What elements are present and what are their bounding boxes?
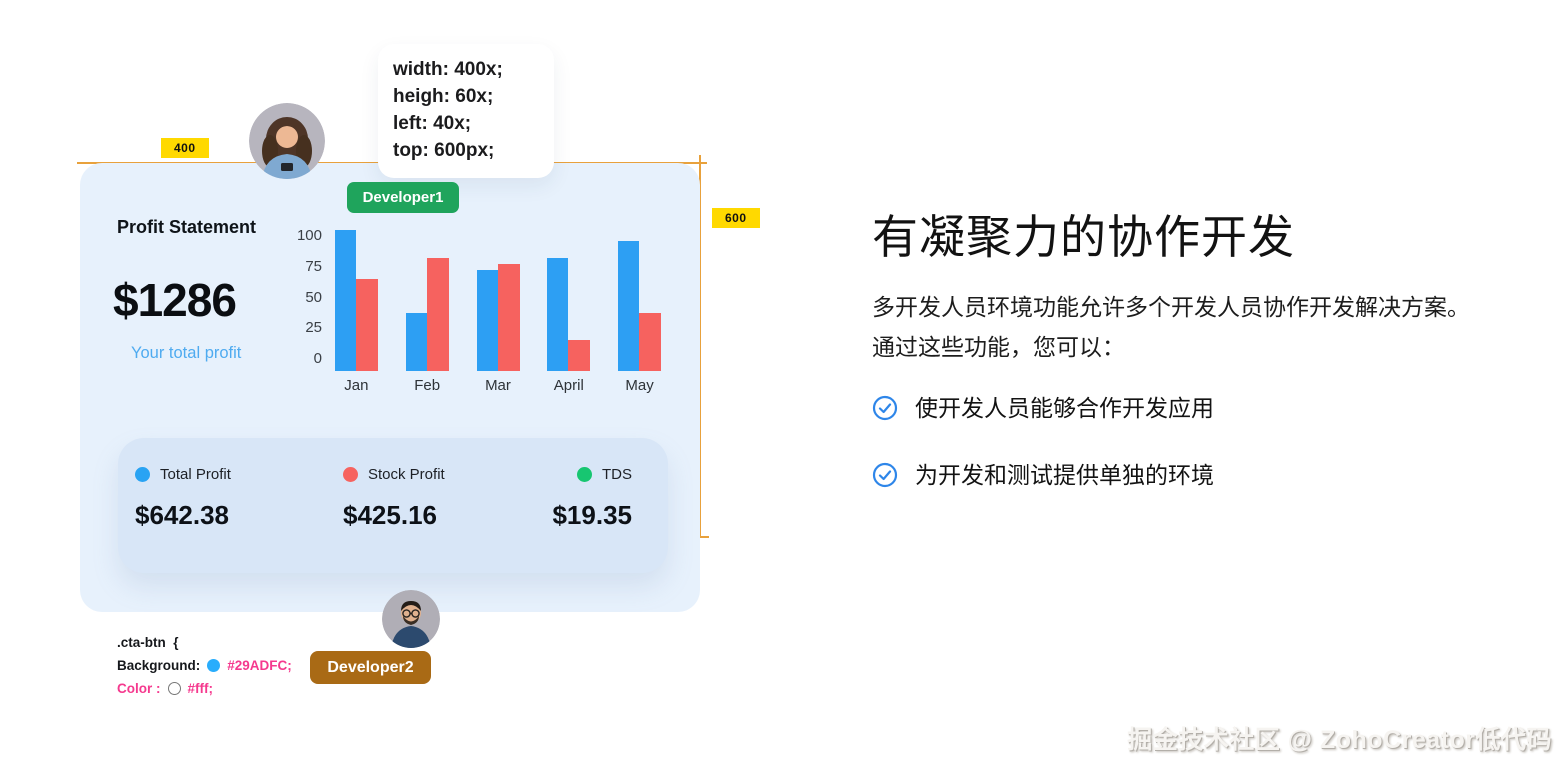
tds-dot-icon — [577, 467, 592, 482]
vertical-guide-line — [699, 155, 701, 538]
total-profit-dot-icon — [135, 467, 150, 482]
bar-group-feb — [405, 258, 449, 371]
bar-total-profit-april — [547, 258, 569, 371]
total-profit-amount: $1286 — [113, 274, 237, 326]
bar-total-profit-mar — [476, 270, 498, 371]
bar-stock-profit-feb — [426, 258, 449, 371]
bullet-text: 为开发和测试提供单独的环境 — [915, 462, 1214, 488]
summary-value: $19.35 — [552, 500, 632, 530]
man-avatar-illustration — [382, 590, 440, 648]
code-line: heigh: 60x; — [393, 86, 494, 107]
bar-total-profit-feb — [405, 313, 427, 371]
width-measure-badge: 400 — [161, 138, 209, 158]
y-tick: 50 — [305, 288, 322, 306]
cta-btn-css-snippet: .cta-btn { Background: #29ADFC; Color : … — [117, 635, 292, 704]
bar-total-profit-may — [618, 241, 639, 371]
background-color-swatch-icon — [207, 659, 221, 672]
bullet-text: 使开发人员能够合作开发应用 — [915, 395, 1214, 421]
bar-stock-profit-mar — [497, 264, 520, 371]
developer1-avatar — [249, 103, 325, 179]
developer1-badge[interactable]: Developer1 — [347, 182, 459, 213]
text-color-swatch-icon — [167, 682, 181, 695]
check-circle-icon — [872, 395, 898, 421]
profit-dashboard-card: Profit Statement $1286 Your total profit… — [80, 163, 700, 612]
watermark: 掘金技术社区 @ ZohoCreator低代码 — [1127, 726, 1552, 754]
y-tick: 25 — [305, 319, 322, 337]
summary-total-profit: Total Profit $642.38 — [135, 466, 231, 531]
bar-stock-profit-april — [568, 340, 591, 371]
summary-value: $425.16 — [343, 500, 437, 530]
check-circle-icon — [872, 462, 898, 488]
feature-paragraph: 多开发人员环境功能允许多个开发人员协作开发解决方案。通过这些功能，您可以： — [872, 294, 1470, 360]
y-tick: 75 — [305, 257, 322, 275]
feature-heading: 有凝聚力的协作开发 — [872, 211, 1295, 263]
code-line: width: 400x; — [393, 59, 503, 80]
css-tooltip-code: width: 400x; heigh: 60x; left: 40x; top:… — [393, 56, 503, 164]
profit-bar-chart — [80, 163, 700, 371]
bar-group-april — [547, 258, 591, 371]
x-tick: Feb — [414, 377, 441, 394]
total-profit-caption: Your total profit — [131, 344, 242, 362]
bar-group-mar — [476, 264, 520, 371]
x-tick: May — [625, 377, 654, 394]
css-selector: .cta-btn { — [117, 635, 179, 650]
bar-group-may — [618, 241, 661, 371]
dashboard-title: Profit Statement — [117, 217, 257, 237]
chart-x-axis: Jan Feb Mar April May — [321, 377, 675, 394]
summary-label: TDS — [602, 466, 632, 483]
y-tick: 0 — [313, 350, 322, 367]
x-tick: April — [553, 377, 584, 394]
y-tick: 100 — [296, 227, 322, 244]
code-line: top: 600px; — [393, 140, 495, 161]
bar-group-jan — [335, 230, 378, 371]
height-measure-badge: 600 — [712, 208, 760, 228]
summary-value: $642.38 — [135, 500, 229, 530]
stock-profit-dot-icon — [343, 467, 358, 482]
guide-end-tick — [692, 536, 709, 538]
feature-bullet: 为开发和测试提供单独的环境 — [872, 461, 1214, 489]
code-line: left: 40x; — [393, 113, 472, 134]
bar-total-profit-jan — [335, 230, 356, 371]
css-prop-value: #fff; — [187, 681, 214, 696]
profit-summary-card: Total Profit $642.38 Stock Profit $425.1… — [118, 438, 668, 573]
developer2-avatar — [382, 590, 440, 648]
summary-label: Total Profit — [160, 466, 231, 483]
summary-tds: TDS $19.35 — [552, 466, 632, 531]
summary-label: Stock Profit — [368, 466, 445, 483]
css-prop-value: #29ADFC; — [227, 658, 292, 673]
css-prop-name: Color : — [117, 681, 161, 696]
feature-bullet: 使开发人员能够合作开发应用 — [872, 394, 1214, 422]
bar-stock-profit-jan — [356, 279, 378, 371]
woman-avatar-illustration — [249, 103, 325, 179]
bar-stock-profit-may — [639, 313, 661, 371]
x-tick: Jan — [344, 377, 369, 394]
css-tooltip-bubble — [378, 44, 554, 178]
x-tick: Mar — [485, 377, 511, 394]
css-prop-name: Background: — [117, 658, 201, 673]
developer2-badge[interactable]: Developer2 — [310, 651, 431, 684]
chart-y-axis: 100 75 50 25 0 — [280, 227, 322, 367]
summary-stock-profit: Stock Profit $425.16 — [343, 466, 445, 531]
